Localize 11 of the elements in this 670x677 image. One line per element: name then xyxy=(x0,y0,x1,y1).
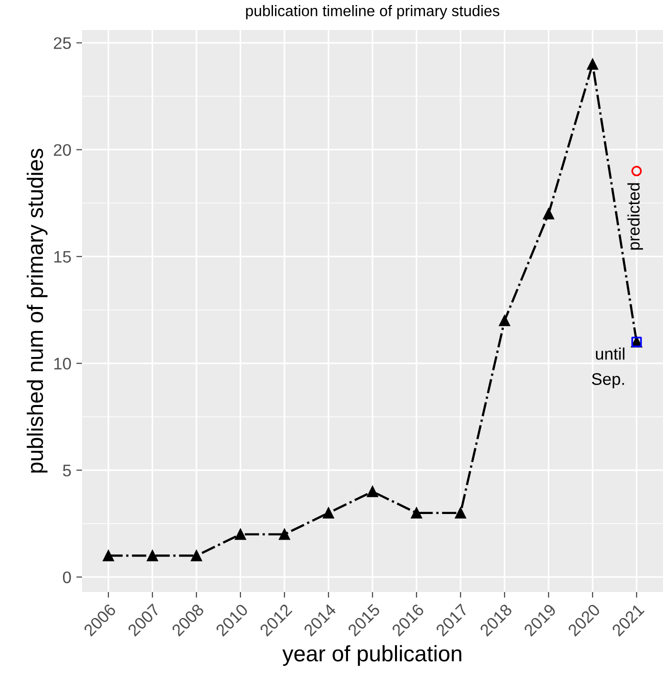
y-axis-title: published num of primary studies xyxy=(26,148,48,473)
y-tick-label: 10 xyxy=(54,358,71,370)
y-tick-label: 5 xyxy=(62,464,71,476)
y-tick-label: 20 xyxy=(54,144,71,156)
x-axis-title: year of publication xyxy=(282,645,462,666)
annotation: until Sep. xyxy=(592,348,624,388)
chart-title: publication timeline of primary studies xyxy=(246,5,500,20)
y-tick-label: 0 xyxy=(62,571,71,584)
y-tick-label: 15 xyxy=(54,251,71,263)
annotation: predicted xyxy=(627,183,643,250)
y-tick-label: 25 xyxy=(54,37,71,50)
